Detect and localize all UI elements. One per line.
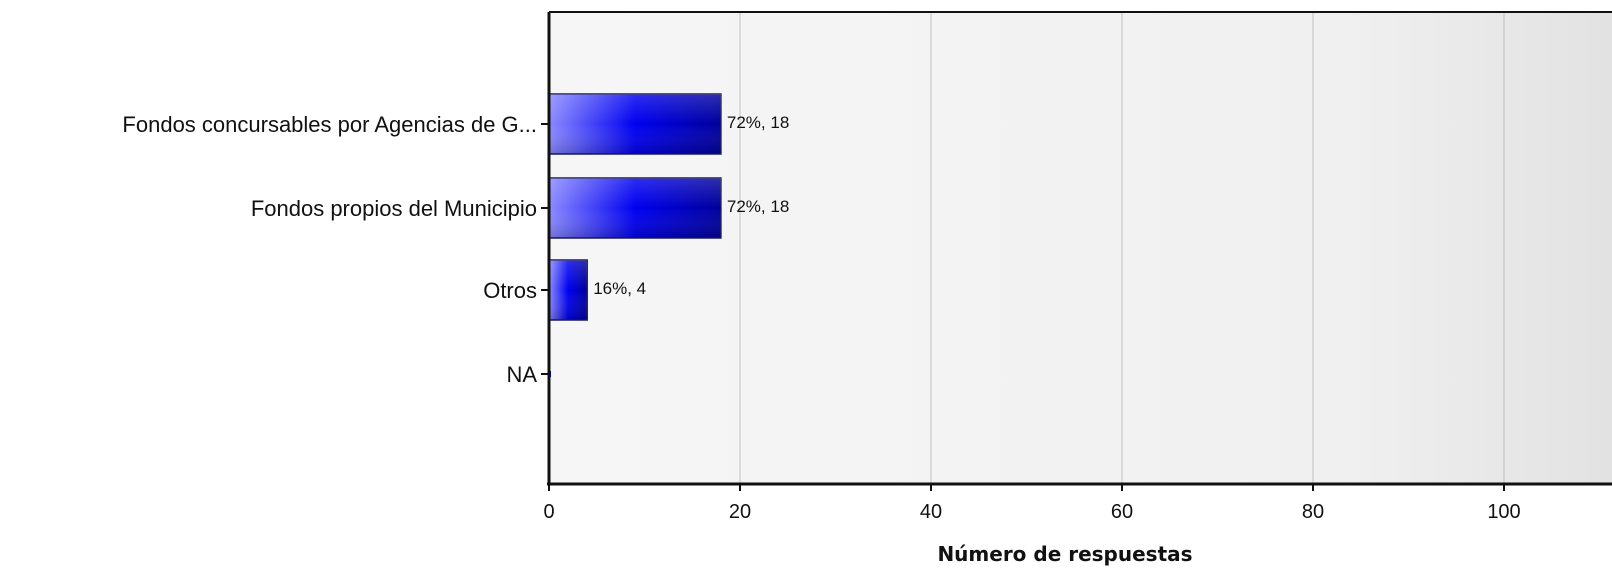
x-axis-ticks: 0 20 40 60 80 100	[543, 484, 1521, 523]
x-tick-label: 40	[920, 501, 942, 523]
data-label: 16%, 4	[593, 279, 646, 298]
x-tick-label: 100	[1487, 501, 1520, 523]
data-label: 72%, 18	[727, 197, 789, 216]
gridlines	[739, 12, 1505, 484]
x-tick-label: 0	[543, 501, 554, 523]
bar-shade	[549, 260, 588, 320]
plot-area	[549, 12, 1612, 484]
category-label: Fondos propios del Municipio	[251, 196, 537, 221]
category-label: Fondos concursables por Agencias de G...	[122, 112, 537, 137]
category-label: NA	[506, 362, 537, 387]
x-tick-label: 20	[729, 501, 751, 523]
data-labels: 72%, 18 72%, 18 16%, 4	[593, 113, 789, 298]
x-tick-label: 80	[1302, 501, 1324, 523]
y-axis-categories: Fondos concursables por Agencias de G...…	[122, 112, 549, 387]
bar-shade	[549, 178, 721, 238]
x-tick-label: 60	[1111, 501, 1133, 523]
bar-shade	[549, 94, 721, 154]
category-label: Otros	[483, 278, 537, 303]
data-label: 72%, 18	[727, 113, 789, 132]
x-axis-title: Número de respuestas	[937, 542, 1192, 566]
